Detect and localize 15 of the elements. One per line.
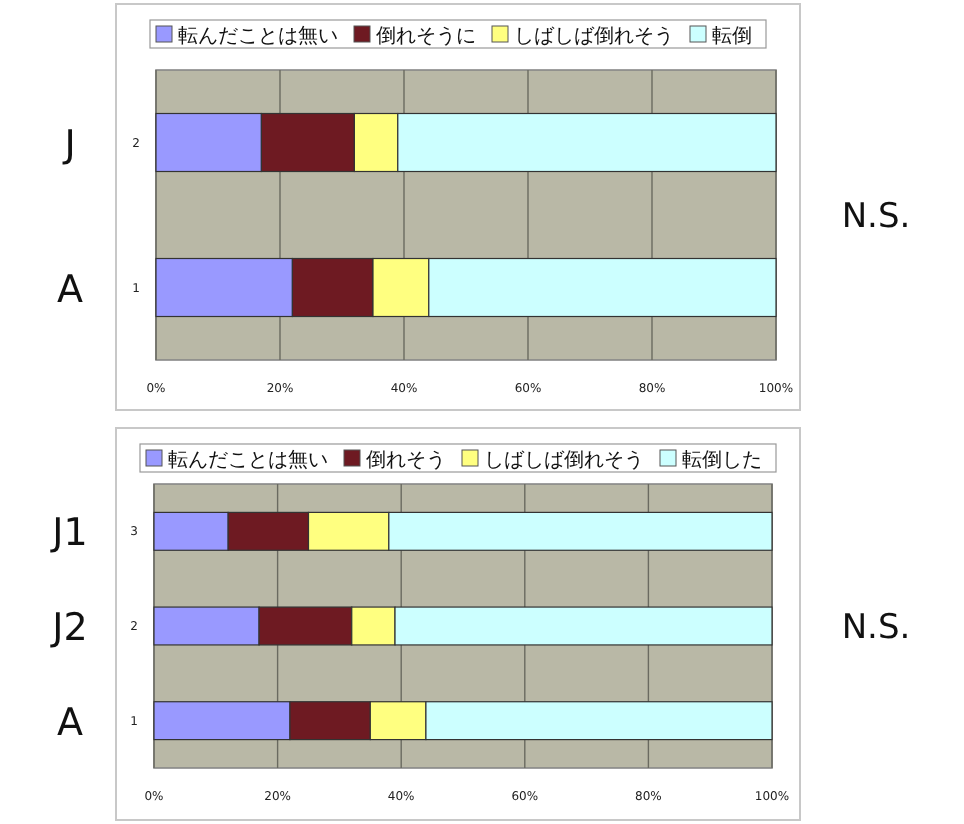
text: J2 [50,606,88,650]
legend-label: しばしば倒れそう [484,450,644,472]
text: A [57,267,83,312]
text: J1 [50,511,88,556]
text: N.S. [841,608,911,648]
legend-label: 転んだことは無い [178,24,338,48]
text: A [57,700,83,745]
legend-label: 倒れそうに [376,26,476,48]
legend-label: 転倒した [682,450,762,472]
text: N.S. [841,197,911,237]
legend-label: 倒れそう [366,450,446,472]
legend-label: 転倒 [712,26,752,48]
text: J [62,122,76,167]
legend-label: 転んだことは無い [168,448,328,472]
legend-label: しばしば倒れそう [514,26,674,48]
